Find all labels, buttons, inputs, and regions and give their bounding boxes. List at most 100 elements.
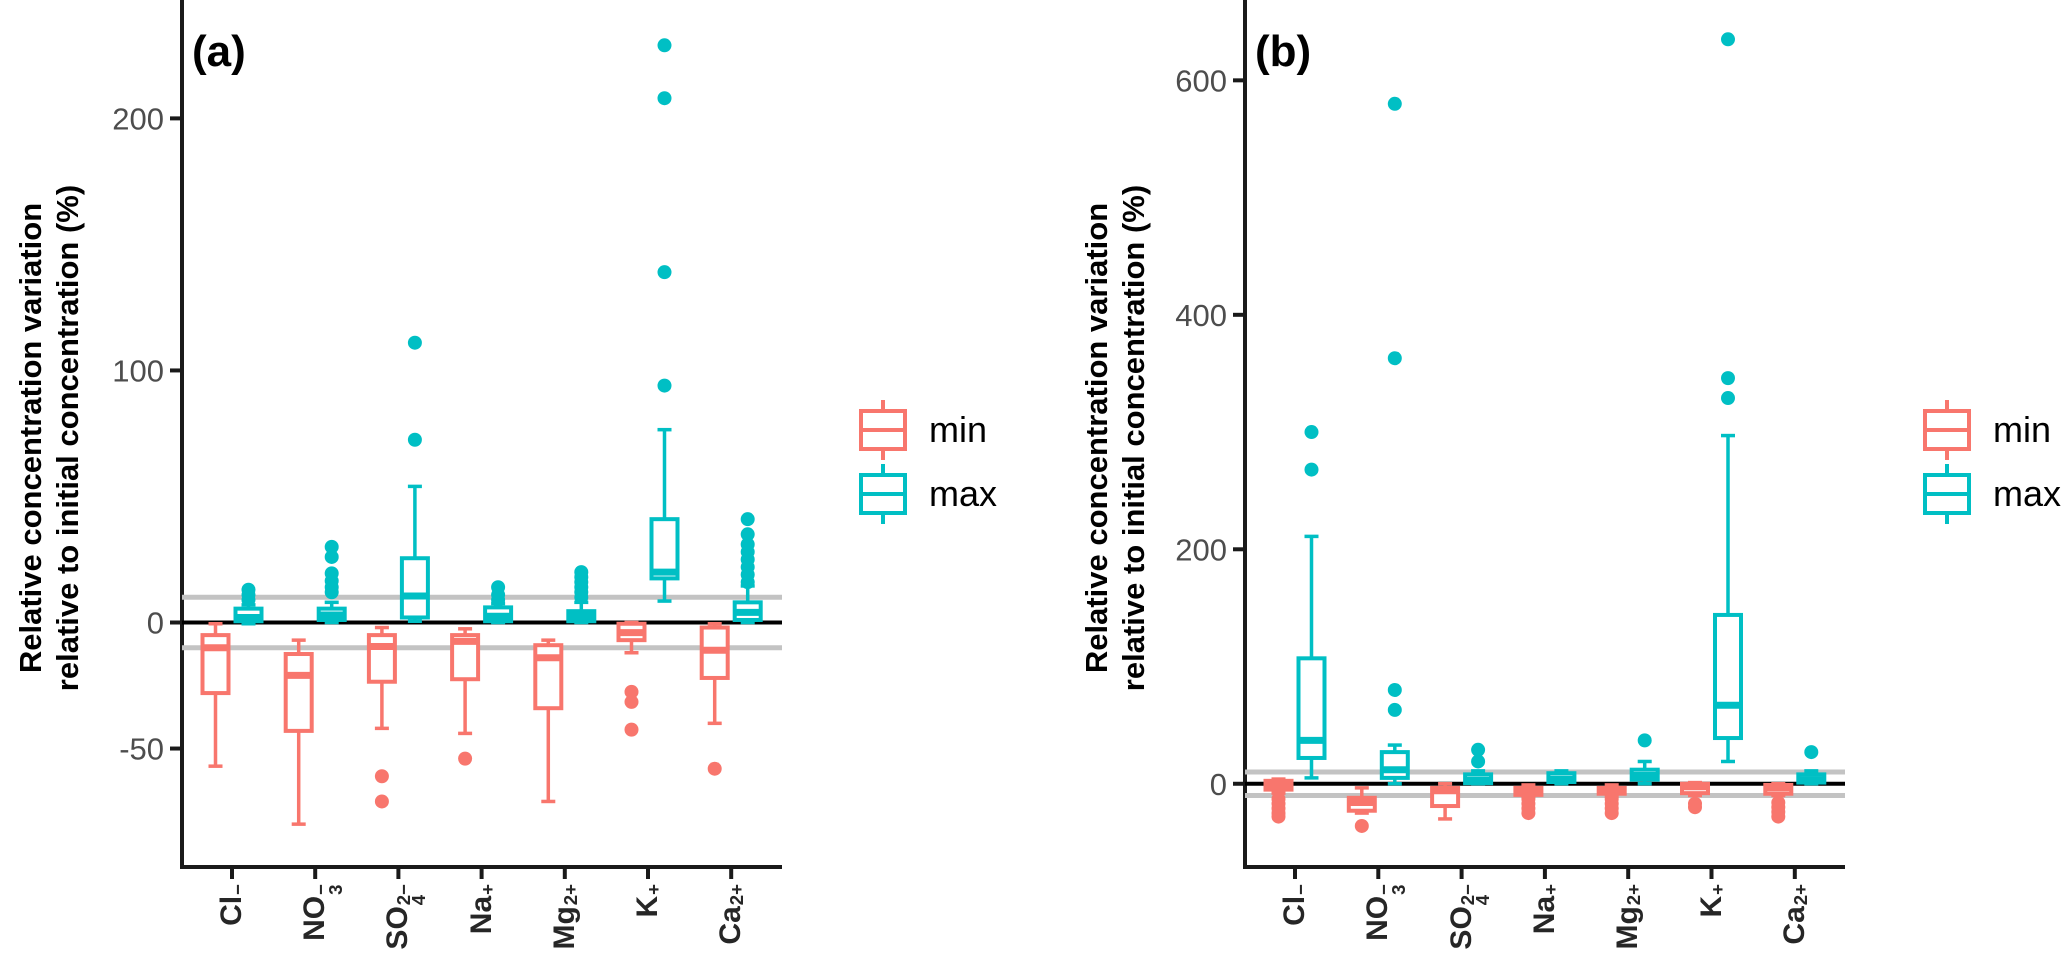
ion-symbol: Mg	[1611, 906, 1645, 950]
ion-charge: −3	[1373, 884, 1410, 895]
ion-symbol: Cl	[1278, 895, 1311, 926]
legend-item-min: min	[853, 398, 997, 462]
boxplot-glyph-max-icon	[859, 464, 907, 524]
outlier-dot	[657, 265, 672, 280]
outlier-dot	[1471, 742, 1486, 757]
outlier-dot	[1387, 96, 1402, 111]
outlier-dot	[740, 527, 755, 542]
outlier-dot	[1271, 809, 1286, 824]
ion-symbol: Mg	[547, 906, 581, 950]
outlier-dot	[374, 769, 389, 784]
legend-panel-a: min max	[853, 398, 997, 526]
outlier-dot	[1387, 702, 1402, 717]
outlier-dot	[1387, 351, 1402, 366]
y-axis-title-panel-b: Relative concentration variation relativ…	[1078, 8, 1152, 868]
ion-symbol: Ca	[1777, 906, 1811, 945]
y-axis-title-line2: relative to initial concentration (%)	[1116, 184, 1151, 692]
ion-charge: 2− 4	[1456, 884, 1493, 906]
y-axis-title-line1: Relative concentration variation	[1079, 202, 1114, 674]
outlier-dot	[324, 549, 339, 564]
ion-symbol: K	[631, 895, 664, 918]
ion-charge: 2− 4	[393, 884, 430, 906]
ion-symbol: SO	[381, 906, 415, 950]
box-max	[1379, 750, 1410, 780]
outlier-dot	[657, 91, 672, 106]
outlier-dot	[1471, 754, 1486, 769]
y-tick-label: 600	[1175, 63, 1227, 98]
outlier-dot	[407, 432, 422, 447]
y-tick-label: -50	[119, 732, 164, 767]
outlier-dot	[1804, 745, 1819, 760]
legend-label-max: max	[929, 473, 998, 514]
y-axis-title-panel-a: Relative concentration variation relativ…	[12, 8, 86, 868]
ion-charge: +	[1540, 884, 1562, 895]
y-tick-label: 400	[1175, 298, 1227, 333]
y-tick-label: 200	[112, 101, 164, 136]
outlier-dot	[1304, 462, 1319, 477]
outlier-dot	[324, 539, 339, 554]
outlier-dot	[574, 565, 589, 580]
ion-charge: −	[227, 884, 249, 895]
ion-charge: 2+	[1623, 884, 1645, 906]
ion-symbol: SO	[1444, 906, 1478, 950]
outlier-dot	[657, 378, 672, 393]
legend-item-max: max	[1917, 462, 2061, 526]
y-tick-label: 100	[112, 353, 164, 388]
panel-label: (a)	[192, 27, 246, 76]
outlier-dot	[624, 684, 639, 699]
outlier-dot	[491, 580, 506, 595]
outlier-dot	[707, 761, 722, 776]
outlier-dot	[1387, 682, 1402, 697]
outlier-dot	[740, 537, 755, 552]
box-min	[366, 633, 397, 684]
legend-label-min: min	[1993, 409, 2052, 450]
box-max	[649, 517, 680, 581]
outlier-dot	[407, 335, 422, 350]
outlier-dot	[1721, 371, 1735, 386]
panel-label: (b)	[1255, 27, 1311, 76]
boxplot-glyph-min-icon	[1923, 400, 1971, 460]
legend-item-min: min	[1917, 398, 2061, 462]
box-max	[399, 556, 430, 620]
outlier-dot	[1721, 32, 1735, 47]
ion-charge: 2+	[726, 884, 748, 906]
outlier-dot	[657, 38, 672, 53]
ion-symbol: NO	[298, 895, 332, 941]
ion-charge: +	[643, 884, 665, 895]
outlier-dot	[1721, 391, 1735, 406]
box-max	[1713, 612, 1743, 741]
outlier-dot	[624, 694, 639, 709]
ion-charge: +	[476, 884, 498, 895]
outlier-dot	[1771, 809, 1786, 824]
outlier-dot	[458, 751, 473, 766]
legend-label-min: min	[929, 409, 988, 450]
outlier-dot	[1354, 818, 1369, 833]
outlier-dot	[1521, 806, 1536, 821]
y-tick-label: 200	[1175, 532, 1227, 567]
y-tick-label: 0	[1210, 767, 1227, 802]
outlier-dot	[1604, 806, 1619, 821]
legend-item-max: max	[853, 462, 997, 526]
y-axis-title-line2: relative to initial concentration (%)	[50, 184, 85, 692]
legend-panel-b: min max	[1917, 398, 2061, 526]
ion-charge: +	[1706, 884, 1728, 895]
outlier-dot	[624, 722, 639, 737]
outlier-dot	[374, 794, 389, 809]
ion-symbol: K	[1694, 895, 1728, 918]
outlier-dot	[241, 582, 256, 597]
ion-charge: 2+	[560, 884, 582, 906]
box-min	[200, 633, 231, 696]
ion-symbol: Na	[1527, 895, 1561, 935]
y-tick-label: 0	[147, 606, 164, 641]
y-axis-title-line1: Relative concentration variation	[13, 202, 48, 674]
boxplot-glyph-max-icon	[1923, 464, 1971, 524]
ion-charge: −	[1290, 884, 1312, 895]
ion-symbol: NO	[1361, 895, 1395, 941]
outlier-dot	[740, 512, 755, 527]
legend-label-max: max	[1993, 473, 2062, 514]
outlier-dot	[1637, 733, 1652, 748]
outlier-dot	[1304, 425, 1319, 440]
box-min	[283, 652, 314, 733]
ion-symbol: Na	[464, 895, 498, 935]
ion-charge: −3	[310, 884, 347, 895]
